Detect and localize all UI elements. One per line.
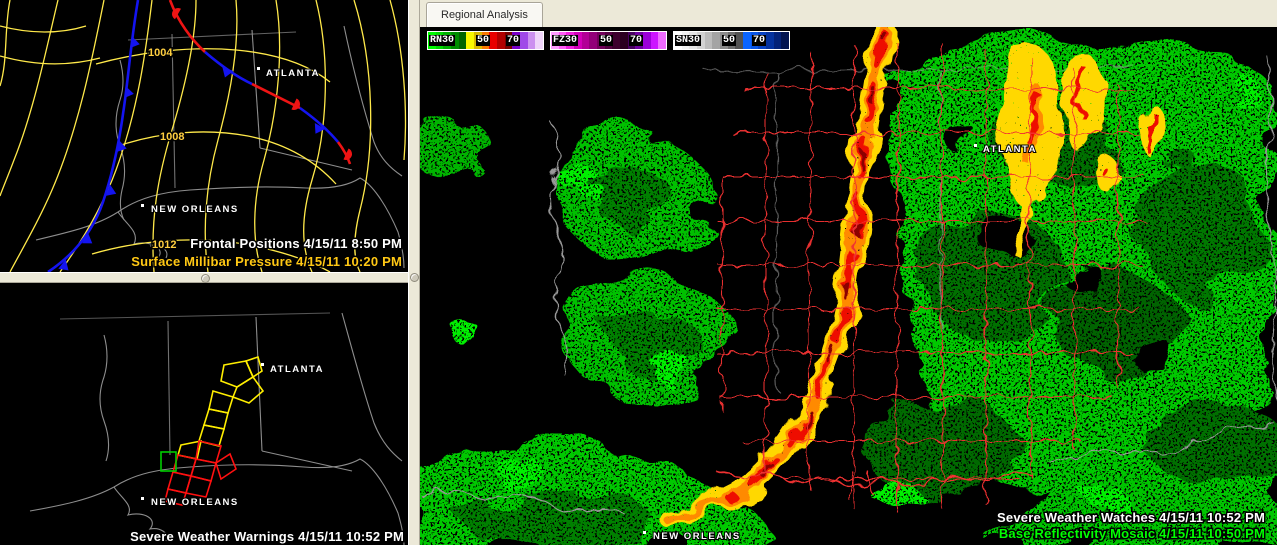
city-dot-atlanta xyxy=(974,144,977,147)
severe-thunderstorm-warnings xyxy=(176,355,265,460)
radar-echo-holes xyxy=(940,121,1177,373)
flood-warning xyxy=(160,451,177,472)
frontal-map-panel[interactable]: 1004 1008 1012 xyxy=(0,0,408,272)
isobar-label-1004: 1004 xyxy=(148,47,173,59)
city-dot-new-orleans xyxy=(141,204,144,207)
warnings-map-panel[interactable]: ATLANTA NEW ORLEANS Severe Weather Warni… xyxy=(0,283,408,545)
city-dot-atlanta xyxy=(257,67,260,70)
city-label-atlanta: ATLANTA xyxy=(983,144,1037,155)
legend-label-rain-50: 50 xyxy=(476,35,491,46)
legend-label-fz30: FZ30 xyxy=(552,35,579,46)
legend-label-sn30: SN30 xyxy=(675,35,702,46)
tab-regional-analysis[interactable]: Regional Analysis xyxy=(426,2,543,27)
city-dot-new-orleans xyxy=(643,531,646,534)
isobar-label-1012: 1012 xyxy=(152,239,176,251)
city-label-new-orleans: NEW ORLEANS xyxy=(653,531,741,542)
cold-front xyxy=(47,0,140,272)
warning-polygons xyxy=(160,355,265,506)
radar-echo-bright xyxy=(444,75,1258,509)
legend-label-snow-70: 70 xyxy=(752,35,767,46)
squall-line xyxy=(659,27,894,526)
legend-label-rain-70: 70 xyxy=(506,35,521,46)
splitter-knob[interactable] xyxy=(201,274,210,283)
watch-county-outlines xyxy=(716,43,1148,515)
legend-label-rn30: RN30 xyxy=(429,35,456,46)
state-borders xyxy=(29,312,405,545)
splitter-knob[interactable] xyxy=(410,273,419,282)
watch-coastline-red xyxy=(715,468,1031,498)
warnings-caption: Severe Weather Warnings 4/15/11 10:52 PM xyxy=(130,529,404,544)
reflectivity-legend: RN30 50 70 FZ30 50 70 SN30 50 70 xyxy=(427,31,790,50)
storm-cells-northeast xyxy=(999,40,1163,258)
city-label-new-orleans: NEW ORLEANS xyxy=(151,204,239,215)
legend-strip-freezing: FZ30 50 70 xyxy=(550,31,667,50)
legend-strip-rain: RN30 50 70 xyxy=(427,31,544,50)
legend-label-snow-50: 50 xyxy=(722,35,737,46)
pressure-caption: Surface Millibar Pressure 4/15/11 10:20 … xyxy=(131,254,402,269)
legend-label-freezing-70: 70 xyxy=(629,35,644,46)
vertical-splitter[interactable] xyxy=(408,0,420,545)
legend-label-freezing-50: 50 xyxy=(599,35,614,46)
city-dot-atlanta xyxy=(261,363,264,366)
tab-bar: Regional Analysis xyxy=(420,0,1277,27)
reflectivity-caption: Base Reflectivity Mosaic 4/15/11 10:50 P… xyxy=(999,526,1265,541)
legend-strip-snow: SN30 50 70 xyxy=(673,31,790,50)
city-dot-new-orleans xyxy=(141,497,144,500)
isobar-label-1008: 1008 xyxy=(160,131,184,143)
tornado-warnings xyxy=(164,440,237,506)
watches-caption: Severe Weather Watches 4/15/11 10:52 PM xyxy=(997,510,1265,525)
horizontal-splitter[interactable] xyxy=(0,272,420,283)
frontal-positions-caption: Frontal Positions 4/15/11 8:50 PM xyxy=(190,236,402,251)
isobars xyxy=(0,0,407,272)
city-label-atlanta: ATLANTA xyxy=(266,68,320,79)
city-label-atlanta: ATLANTA xyxy=(270,364,324,375)
stationary-front xyxy=(168,0,352,165)
city-label-new-orleans: NEW ORLEANS xyxy=(151,497,239,508)
radar-map-panel[interactable]: RN30 50 70 FZ30 50 70 SN30 50 70 xyxy=(420,27,1277,545)
